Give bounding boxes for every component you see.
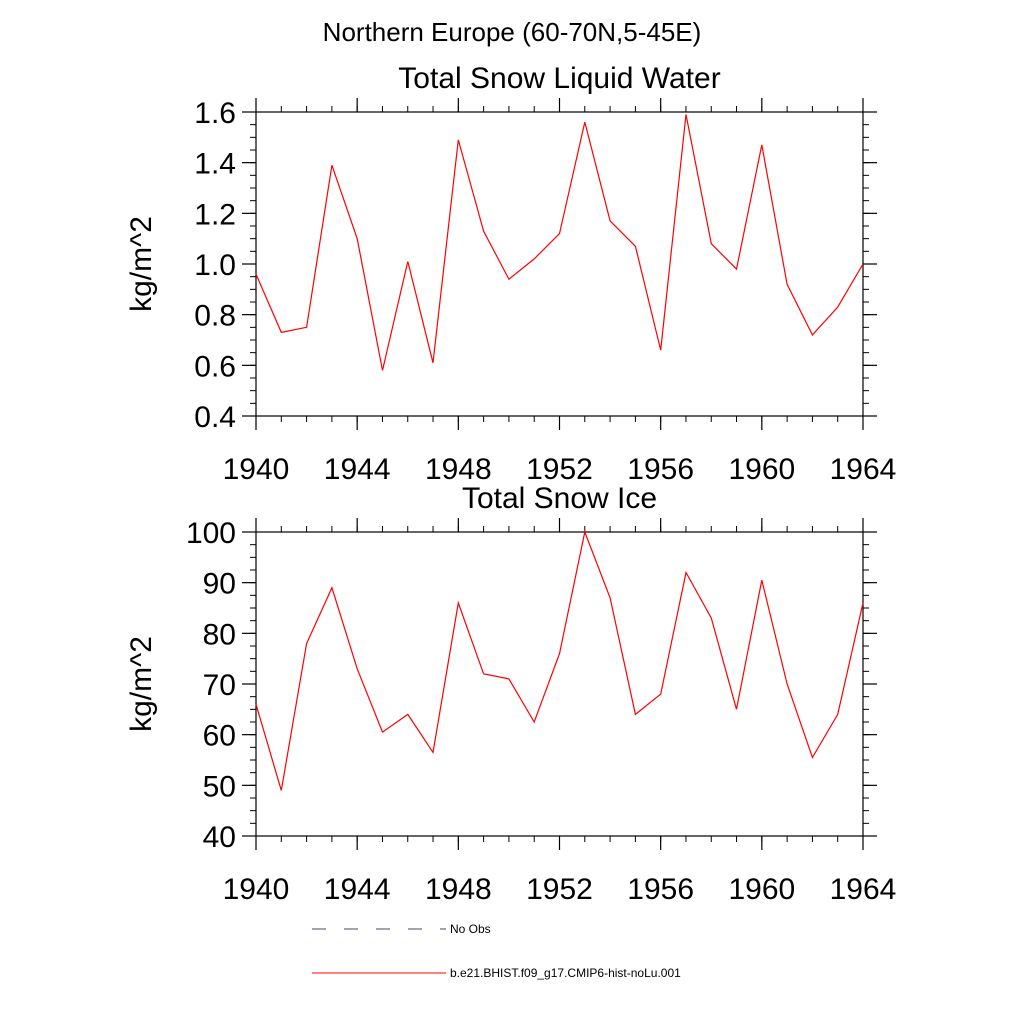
panel-1-y-tick-label: 1.0	[194, 249, 236, 282]
panel-2-y-tick-label: 70	[203, 669, 236, 702]
panel-2-series-1-line	[255, 529, 864, 791]
panel-1-y-tick-label: 0.8	[194, 300, 236, 333]
panel-2-x-tick-label: 1964	[830, 873, 897, 906]
panel-2-y-tick-label: 90	[203, 568, 236, 601]
panel-2-y-tick-label: 60	[203, 720, 236, 753]
panel-2-x-tick-label: 1956	[627, 873, 694, 906]
panel-1-y-tick-label: 0.4	[194, 401, 236, 434]
legend-label-1: No Obs	[450, 922, 491, 936]
panel-2-y-tick-label: 100	[186, 517, 236, 550]
panel-2-y-axis-label: kg/m^2	[125, 636, 158, 732]
panel-2-x-tick-label: 1948	[425, 873, 492, 906]
panel-1-x-tick-label: 1952	[526, 453, 593, 486]
panel-2-y-tick-label: 80	[203, 618, 236, 651]
figure-suptitle: Northern Europe (60-70N,5-45E)	[323, 17, 702, 47]
panel-1-y-tick-label: 1.2	[194, 198, 236, 231]
panel-1-x-tick-label: 1940	[223, 453, 290, 486]
panel-1-x-tick-label: 1964	[830, 453, 897, 486]
panel-2-x-tick-label: 1960	[728, 873, 795, 906]
panel-1-plot-frame	[255, 111, 864, 417]
panel-1-y-tick-label: 1.6	[194, 97, 236, 130]
panel-1-x-tick-label: 1948	[425, 453, 492, 486]
panel-1-y-tick-label: 0.6	[194, 350, 236, 383]
panel-1-x-tick-label: 1944	[324, 453, 391, 486]
panel-2-title: Total Snow Ice	[462, 482, 657, 515]
panel-2-y-tick-label: 50	[203, 770, 236, 803]
panel-1-y-axis-label: kg/m^2	[125, 216, 158, 312]
panel-1-title: Total Snow Liquid Water	[398, 62, 720, 95]
panel-1-x-tick-label: 1960	[728, 453, 795, 486]
legend-label-2: b.e21.BHIST.f09_g17.CMIP6-hist-noLu.001	[450, 966, 681, 980]
panel-1-x-tick-label: 1956	[627, 453, 694, 486]
panel-2-x-tick-label: 1944	[324, 873, 391, 906]
panel-1-y-tick-label: 1.4	[194, 148, 236, 181]
panel-2-x-tick-label: 1952	[526, 873, 593, 906]
panel-2-y-tick-label: 40	[203, 821, 236, 854]
panel-2-x-tick-label: 1940	[223, 873, 290, 906]
panel-2-plot-frame	[255, 531, 864, 837]
panel-1-series-1-line	[255, 114, 864, 371]
